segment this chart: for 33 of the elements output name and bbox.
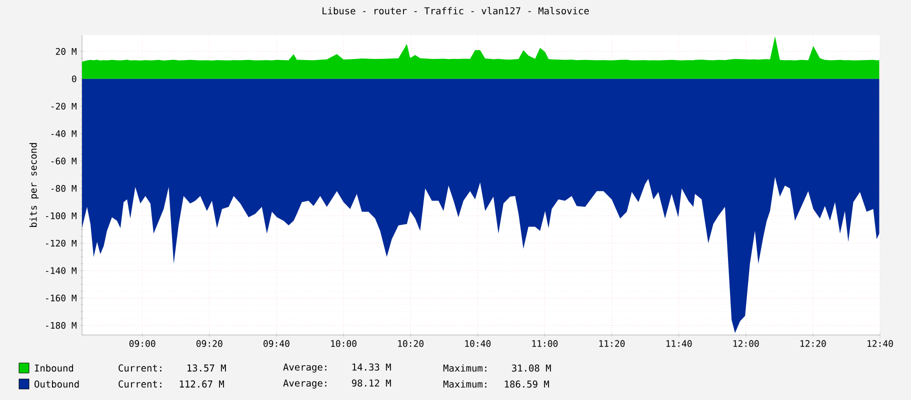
y-tick-label: -160 M <box>46 294 76 302</box>
x-tick-label: 09:40 <box>264 340 290 347</box>
text: Average: 98.12 M <box>283 379 391 389</box>
text: Maximum: 186.59 M <box>443 380 549 388</box>
x-tick-label: 12:20 <box>800 340 826 347</box>
x-tick-label: 09:20 <box>196 340 222 347</box>
y-tick-label: -20 M <box>51 102 76 110</box>
y-tick-label: 0 <box>72 75 76 82</box>
x-tick-label: 12:00 <box>733 340 759 347</box>
y-axis-title: bits per second <box>29 143 39 227</box>
legend-label: Inbound <box>34 364 74 372</box>
x-tick-label: 10:00 <box>331 340 356 347</box>
x-tick-label: 11:20 <box>599 340 625 347</box>
x-tick-label: 12:40 <box>868 340 893 347</box>
y-tick-label: -180 M <box>46 322 76 329</box>
y-tick-label: -120 M <box>46 240 76 247</box>
text: Current: 112.67 M <box>118 380 224 388</box>
y-tick-label: -40 M <box>51 130 76 138</box>
x-tick-label: 11:40 <box>666 340 692 347</box>
text: Average: 14.33 M <box>283 363 391 373</box>
legend-label: Outbound <box>34 380 79 388</box>
chart-title: Libuse - router - Traffic - vlan127 - Malsovice <box>322 7 589 14</box>
x-tick-label: 10:20 <box>398 340 424 347</box>
y-tick-label: 20 M <box>56 48 76 55</box>
x-tick-label: 11:00 <box>532 340 558 347</box>
x-tick-label: 09:00 <box>129 340 156 347</box>
text: Current: 13.57 M <box>118 364 226 372</box>
y-tick-label: -100 M <box>46 212 76 220</box>
y-tick-label: -140 M <box>46 267 76 274</box>
text: Maximum: 31.08 M <box>443 364 551 372</box>
y-tick-label: -60 M <box>51 158 76 164</box>
x-tick-label: 10:40 <box>465 340 491 347</box>
y-tick-label: -80 M <box>51 185 76 192</box>
